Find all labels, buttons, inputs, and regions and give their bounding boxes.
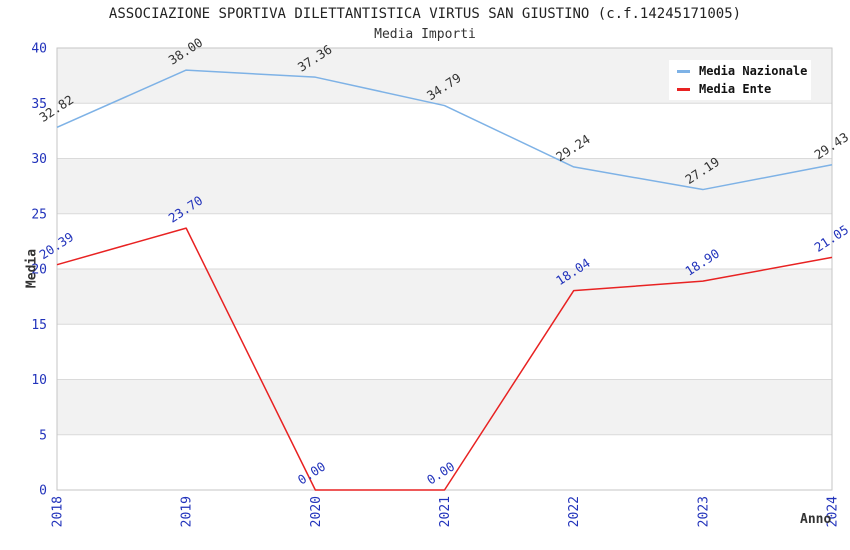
x-axis-title: Anno xyxy=(800,512,832,527)
x-tick-label: 2018 xyxy=(51,496,66,527)
grid-band xyxy=(57,269,832,325)
x-tick-label: 2023 xyxy=(696,496,711,527)
legend-item-media-nazionale: Media Nazionale xyxy=(677,62,811,80)
y-tick-label: 30 xyxy=(31,152,47,167)
line-swatch-media-ente-icon xyxy=(677,87,690,91)
series-line-media-ente xyxy=(56,227,833,491)
grid-band xyxy=(57,379,832,435)
legend: Media Nazionale Media Ente xyxy=(669,60,811,100)
legend-label-media-ente: Media Ente xyxy=(699,82,772,96)
y-tick-label: 15 xyxy=(31,318,47,333)
data-label-media-ente: 0.00 xyxy=(424,459,457,488)
line-swatch-media-nazionale-icon xyxy=(677,69,690,73)
chart-title: ASSOCIAZIONE SPORTIVA DILETTANTISTICA VI… xyxy=(108,6,742,22)
x-tick-label: 2021 xyxy=(438,496,453,527)
y-tick-label: 5 xyxy=(39,428,47,443)
data-label-media-ente: 20.39 xyxy=(36,229,76,262)
data-label-media-ente: 21.05 xyxy=(811,222,850,255)
data-label-media-nazionale: 29.43 xyxy=(811,129,850,162)
y-tick-label: 25 xyxy=(31,207,47,222)
x-tick-label: 2022 xyxy=(567,496,582,527)
y-axis-title: Media xyxy=(24,248,40,289)
series-line-media-nazionale xyxy=(56,69,833,191)
y-tick-label: 0 xyxy=(39,484,47,499)
y-tick-label: 10 xyxy=(31,373,47,388)
y-tick-label: 40 xyxy=(31,42,47,57)
legend-label-media-nazionale: Media Nazionale xyxy=(699,64,808,78)
x-tick-label: 2020 xyxy=(309,496,324,527)
y-tick-label: 20 xyxy=(31,263,47,278)
x-tick-label: 2024 xyxy=(826,496,841,527)
x-tick-label: 2019 xyxy=(180,496,195,527)
y-tick-label: 35 xyxy=(31,97,47,112)
grid-band xyxy=(57,158,832,214)
chart-subtitle: Media Importi xyxy=(374,27,476,42)
legend-item-media-ente: Media Ente xyxy=(677,80,811,98)
